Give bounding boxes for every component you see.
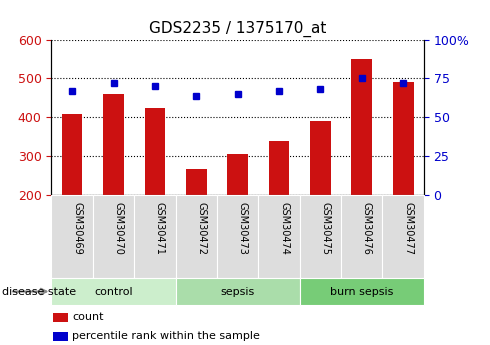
Text: percentile rank within the sample: percentile rank within the sample [72,332,260,342]
Text: GSM30473: GSM30473 [238,201,247,254]
Bar [51,195,93,278]
Bar [227,154,248,195]
Text: GSM30472: GSM30472 [196,201,206,255]
Bar [186,169,207,195]
Bar [341,195,383,278]
Bar [103,94,124,195]
Bar [258,195,300,278]
Text: control: control [94,287,133,296]
Title: GDS2235 / 1375170_at: GDS2235 / 1375170_at [149,21,326,37]
Text: GSM30476: GSM30476 [362,201,372,254]
Bar [53,332,68,342]
Text: GSM30474: GSM30474 [279,201,289,254]
Bar [134,195,175,278]
Text: GSM30469: GSM30469 [72,201,82,254]
Bar [62,114,82,195]
Text: burn sepsis: burn sepsis [330,287,393,296]
Text: GSM30471: GSM30471 [155,201,165,254]
Bar [51,278,175,305]
Text: GSM30477: GSM30477 [403,201,413,255]
Bar [145,108,165,195]
Bar [93,195,134,278]
Text: sepsis: sepsis [220,287,255,296]
Text: count: count [72,313,103,323]
Text: GSM30475: GSM30475 [320,201,330,255]
Bar [300,278,424,305]
Bar [175,278,300,305]
Bar [351,59,372,195]
Bar [269,141,290,195]
Bar [310,121,331,195]
Bar [300,195,341,278]
Bar [53,313,68,322]
Text: GSM30470: GSM30470 [114,201,123,254]
Bar [383,195,424,278]
Text: disease state: disease state [2,287,76,296]
Bar [175,195,217,278]
Bar [217,195,258,278]
Bar [393,82,414,195]
